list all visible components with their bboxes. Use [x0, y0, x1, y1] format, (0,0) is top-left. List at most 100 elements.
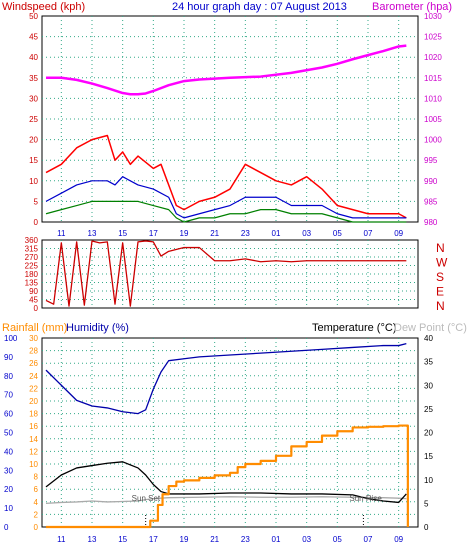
barometer-tick-label: 980 [424, 218, 438, 227]
x-tick-label-top: 11 [57, 229, 66, 238]
compass-label: N [436, 241, 445, 255]
x-tick-label-bottom: 03 [302, 535, 311, 544]
grid-lines [42, 16, 418, 527]
humidity-axis-title: Humidity (%) [66, 322, 129, 334]
humidity-tick-label: 0 [4, 523, 9, 532]
x-tick-label-top: 07 [364, 229, 373, 238]
windspeed-tick-label: 30 [29, 94, 38, 103]
rainfall-tick-label: 12 [29, 447, 38, 456]
temperature-tick-label: 0 [424, 523, 429, 532]
x-tick-label-bottom: 23 [241, 535, 250, 544]
x-tick-label-top: 17 [149, 229, 158, 238]
x-tick-label-bottom: 15 [118, 535, 127, 544]
rainfall-tick-label: 8 [34, 473, 39, 482]
direction-tick-label: 225 [25, 262, 39, 271]
x-tick-label-bottom: 09 [394, 535, 403, 544]
x-tick-label-bottom: 21 [210, 535, 219, 544]
temperature-tick-label: 5 [424, 499, 429, 508]
sun-set-label: Sun Set [132, 494, 161, 503]
humidity-line [45, 343, 407, 415]
direction-tick-label: 270 [25, 253, 39, 262]
temperature-tick-label: 15 [424, 452, 433, 461]
barometer-tick-label: 1025 [424, 33, 442, 42]
x-tick-label-bottom: 11 [57, 535, 66, 544]
humidity-tick-label: 90 [4, 353, 13, 362]
direction-tick-label: 90 [29, 287, 38, 296]
direction-tick-label: 180 [25, 270, 39, 279]
rainfall-tick-label: 16 [29, 422, 38, 431]
compass-label: N [436, 299, 445, 313]
humidity-tick-label: 80 [4, 372, 13, 381]
windspeed-axis-title: Windspeed (kph) [2, 1, 85, 13]
temperature-tick-label: 20 [424, 429, 433, 438]
compass-label: W [436, 256, 448, 270]
rainfall-tick-label: 6 [34, 485, 39, 494]
rainfall-line [46, 424, 409, 529]
rainfall-tick-label: 18 [29, 410, 38, 419]
temperature-tick-label: 10 [424, 476, 433, 485]
humidity-tick-label: 30 [4, 466, 13, 475]
barometer-tick-label: 1000 [424, 136, 442, 145]
rainfall-tick-label: 0 [34, 523, 39, 532]
windspeed-tick-label: 0 [34, 218, 39, 227]
rainfall-axis-title: Rainfall (mm) [2, 322, 67, 334]
rainfall-tick-label: 22 [29, 384, 38, 393]
wind-low-line [45, 200, 407, 223]
humidity-tick-label: 40 [4, 447, 13, 456]
temperature-tick-label: 35 [424, 358, 433, 367]
rainfall-tick-label: 14 [29, 435, 38, 444]
x-tick-label-bottom: 13 [88, 535, 97, 544]
rainfall-tick-label: 28 [29, 347, 38, 356]
sun-rise-label: Sun Rise [349, 494, 382, 503]
x-tick-label-top: 13 [88, 229, 97, 238]
temperature-axis-title: Temperature (°C) [312, 322, 396, 334]
x-tick-label-bottom: 01 [272, 535, 281, 544]
barometer-tick-label: 1020 [424, 53, 442, 62]
plot-frame-3 [41, 337, 419, 528]
direction-tick-label: 360 [25, 236, 39, 245]
windspeed-tick-label: 45 [29, 33, 38, 42]
direction-tick-label: 315 [25, 245, 39, 254]
barometer-tick-label: 990 [424, 177, 438, 186]
rainfall-tick-label: 20 [29, 397, 38, 406]
x-tick-label-top: 05 [333, 229, 342, 238]
temperature-tick-label: 25 [424, 405, 433, 414]
barometer-axis-title: Barometer (hpa) [372, 1, 452, 13]
rainfall-tick-label: 4 [34, 498, 39, 507]
dewpoint-axis-title: Dew Point (°C) [394, 322, 467, 334]
temperature-tick-label: 30 [424, 381, 433, 390]
x-tick-label-bottom: 07 [364, 535, 373, 544]
direction-tick-label: 135 [25, 279, 39, 288]
direction-tick-label: 0 [34, 304, 39, 313]
x-tick-label-top: 01 [272, 229, 281, 238]
x-tick-label-top: 15 [118, 229, 127, 238]
humidity-tick-label: 20 [4, 485, 13, 494]
humidity-tick-label: 70 [4, 391, 13, 400]
windspeed-tick-label: 15 [29, 156, 38, 165]
windspeed-tick-label: 10 [29, 177, 38, 186]
barometer-tick-label: 1030 [424, 12, 442, 21]
x-tick-label-bottom: 17 [149, 535, 158, 544]
windspeed-tick-label: 35 [29, 74, 38, 83]
x-tick-label-bottom: 05 [333, 535, 342, 544]
dew-point-line [45, 496, 407, 505]
rainfall-tick-label: 24 [29, 372, 38, 381]
wind-average-line [45, 176, 407, 219]
rainfall-tick-label: 26 [29, 359, 38, 368]
compass-label: S [436, 270, 444, 284]
humidity-tick-label: 10 [4, 504, 13, 513]
annotations: Sun Set Sun Rise [132, 494, 382, 527]
windspeed-tick-label: 50 [29, 12, 38, 21]
humidity-tick-label: 50 [4, 429, 13, 438]
wind-direction-line [45, 240, 407, 307]
data-series [45, 44, 409, 529]
axis-tick-labels: 0510152025303540455098098599099510001005… [4, 12, 448, 544]
x-tick-label-top: 09 [394, 229, 403, 238]
rainfall-tick-label: 30 [29, 334, 38, 343]
x-tick-label-bottom: 19 [180, 535, 189, 544]
windspeed-tick-label: 5 [34, 197, 39, 206]
x-tick-label-top: 23 [241, 229, 250, 238]
chart-title: 24 hour graph day : 07 August 2013 [172, 1, 347, 13]
